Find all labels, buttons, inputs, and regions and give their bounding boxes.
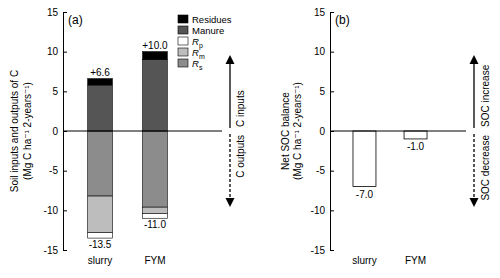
bar-segment (143, 52, 168, 60)
tick-label: -5 (316, 165, 325, 176)
arrow-up (473, 60, 474, 128)
tick-mark (330, 210, 334, 211)
tick: -15 (44, 245, 67, 256)
tick: -5 (49, 165, 67, 176)
tick-label: -15 (311, 245, 326, 256)
tick: -10 (44, 205, 67, 216)
total-label: -11.0 (144, 219, 166, 230)
zero-line (63, 131, 222, 132)
legend: ResiduesManureRpRmRs (178, 14, 232, 71)
tick-label: 15 (47, 7, 59, 18)
tick-mark (63, 52, 67, 53)
arrow-up (229, 60, 230, 128)
annotation: C inputs (235, 90, 246, 127)
annotation: SOC increase (480, 64, 491, 127)
category-label: FYM (405, 255, 426, 266)
data-label: -7.0 (356, 189, 374, 200)
total-label: +6.6 (90, 67, 110, 78)
tick: -15 (311, 245, 334, 256)
tick-mark (330, 52, 334, 53)
panel-label: (a) (68, 13, 83, 27)
legend-label: Residues (192, 14, 232, 25)
tick: 15 (47, 7, 67, 18)
tick-label: 10 (47, 46, 59, 57)
annotation: SOC decrease (480, 135, 491, 201)
plot-area (88, 52, 168, 238)
category-label: FYM (144, 255, 165, 266)
tick-label: -5 (49, 165, 58, 176)
tick-mark (63, 210, 67, 211)
tick-label: 0 (319, 126, 325, 137)
bar-segment (143, 131, 168, 207)
bar-segment (88, 79, 113, 85)
tick: 5 (319, 86, 334, 97)
tick: 10 (47, 46, 67, 57)
bar-segment (88, 131, 113, 196)
panel-label: (b) (335, 13, 350, 27)
tick-label: 5 (52, 86, 58, 97)
legend-swatch (178, 59, 188, 67)
total-label: +10.0 (142, 40, 168, 51)
tick-mark (330, 171, 334, 172)
tick-mark (330, 250, 334, 251)
tick-label: -10 (44, 205, 59, 216)
legend-swatch (178, 48, 188, 56)
total-label: -13.5 (89, 239, 112, 250)
bar-segment (88, 196, 113, 232)
tick-mark (330, 91, 334, 92)
tick-label: -15 (44, 245, 59, 256)
legend-swatch (178, 15, 188, 23)
legend-label: Manure (192, 25, 224, 36)
tick: 5 (52, 86, 67, 97)
bar-segment (143, 214, 168, 219)
y-axis-title: (Mg C ha⁻¹ 2-years⁻¹) (22, 82, 33, 180)
legend-label: Rs (192, 58, 203, 71)
tick-mark (63, 171, 67, 172)
panel: -15 -10 -5 0 5 10 15 Soil inputs and outputs of… (9, 7, 246, 266)
tick-mark (330, 12, 334, 13)
bar (353, 131, 376, 187)
tick-label: -10 (311, 205, 326, 216)
arrow-down (473, 134, 474, 202)
legend-swatch (178, 37, 188, 45)
tick-label: 10 (314, 46, 326, 57)
bar-segment (88, 85, 113, 131)
bar-segment (88, 233, 113, 239)
tick: -5 (316, 165, 334, 176)
zero-line (330, 131, 466, 132)
figure: -15 -10 -5 0 5 10 15 Soil inputs and outputs of… (0, 0, 500, 278)
tick: 15 (314, 7, 334, 18)
tick-mark (63, 250, 67, 251)
bar (404, 131, 427, 139)
annotation: C outputs (235, 135, 246, 178)
tick: 10 (314, 46, 334, 57)
category-label: slurry (352, 255, 376, 266)
panel: -15 -10 -5 0 5 10 15 Net SOC balance(Mg C ha⁻¹ … (280, 7, 491, 266)
bar-segment (143, 60, 168, 131)
y-axis-title: Net SOC balance (280, 92, 291, 170)
plot-area (353, 131, 427, 187)
y-axis-title: (Mg C ha⁻¹ 2-years⁻¹) (292, 82, 303, 180)
legend-swatch (178, 26, 188, 34)
tick-label: 0 (52, 126, 58, 137)
tick-mark (63, 12, 67, 13)
category-label: slurry (88, 255, 112, 266)
tick-label: 15 (314, 7, 326, 18)
tick-mark (63, 91, 67, 92)
tick: -10 (311, 205, 334, 216)
y-axis-title: Soil inputs and outputs of C (9, 70, 20, 192)
data-label: -1.0 (407, 141, 425, 152)
bar-segment (143, 207, 168, 213)
tick-label: 5 (319, 86, 325, 97)
arrow-down (229, 134, 230, 202)
